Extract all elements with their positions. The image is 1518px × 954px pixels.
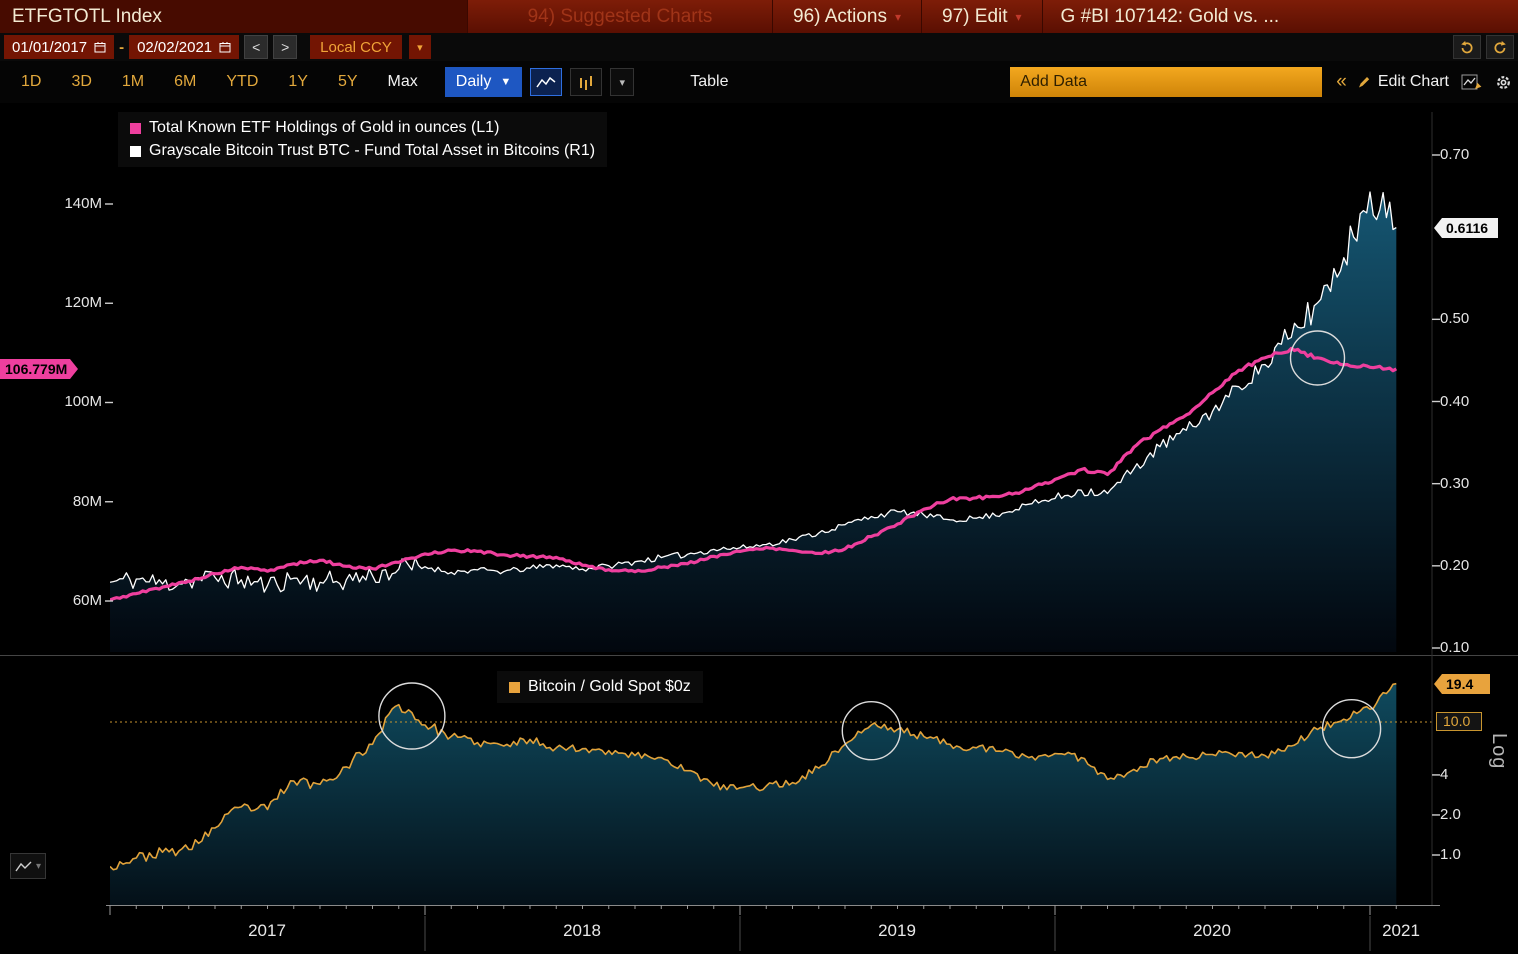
- menu-suggested-label: 94) Suggested Charts: [527, 5, 713, 27]
- next-period-button[interactable]: >: [273, 35, 298, 59]
- grayscale-btc-legend-label: Grayscale Bitcoin Trust BTC - Fund Total…: [149, 142, 596, 159]
- undo-icon[interactable]: [1453, 35, 1481, 59]
- left-axis-tick-140m: 140M: [64, 195, 102, 212]
- line-chart-icon: [536, 76, 556, 88]
- pencil-icon: [1358, 77, 1370, 88]
- right-axis-tick-070: 0.70: [1440, 146, 1470, 163]
- gold-etf-swatch: [130, 122, 141, 134]
- year-label-2021: 2021: [1382, 921, 1420, 940]
- date-bar: 01/01/2017 - 02/02/2021 < > Local CCY ▾: [0, 33, 1518, 61]
- date-range-separator: -: [119, 38, 125, 56]
- grayscale-btc-last-value-badge: 0.6116: [1434, 218, 1498, 238]
- edit-chart-label: Edit Chart: [1377, 73, 1449, 90]
- menu-actions[interactable]: 96) Actions ▾: [773, 0, 923, 33]
- chart-plot[interactable]: [0, 103, 1518, 954]
- legend-item-btc-gold-ratio[interactable]: Bitcoin / Gold Spot $0z: [509, 677, 691, 697]
- currency-dropdown-arrow[interactable]: ▾: [408, 35, 431, 59]
- period-5y[interactable]: 5Y: [337, 73, 358, 90]
- chart-region: Total Known ETF Holdings of Gold in ounc…: [0, 103, 1518, 954]
- main-legend: Total Known ETF Holdings of Gold in ounc…: [118, 112, 608, 167]
- currency-label: Local CCY: [320, 38, 392, 56]
- right-axis-tick-030: 0.30: [1440, 475, 1470, 492]
- title-bar: ETFGTOTL Index 94) Suggested Charts 96) …: [0, 0, 1518, 33]
- gold-etf-legend-label: Total Known ETF Holdings of Gold in ounc…: [149, 119, 500, 136]
- right-axis-tick-020: 0.20: [1440, 557, 1470, 574]
- start-date-value: 01/01/2017: [12, 38, 88, 56]
- period-6m[interactable]: 6M: [174, 73, 197, 90]
- table-button[interactable]: Table: [690, 73, 729, 90]
- btc-gold-ratio-swatch: [509, 681, 520, 693]
- year-label-2017: 2017: [248, 921, 286, 940]
- ticker-field[interactable]: ETFGTOTL Index: [0, 0, 468, 33]
- chart-type-dropdown[interactable]: ▾: [610, 68, 635, 96]
- menu-actions-label: 96) Actions: [793, 5, 887, 27]
- edit-chart-button[interactable]: Edit Chart: [1357, 73, 1449, 91]
- start-date-field[interactable]: 01/01/2017: [4, 35, 115, 59]
- period-1m[interactable]: 1M: [121, 73, 145, 90]
- left-axis-tick-100m: 100M: [64, 393, 102, 410]
- legend-item-gold-etf[interactable]: Total Known ETF Holdings of Gold in ounc…: [130, 118, 595, 138]
- log-scale-label: Log: [1488, 733, 1510, 770]
- right-axis-tick-040: 0.40: [1440, 393, 1470, 410]
- left-axis-tick-80m: 80M: [72, 493, 102, 510]
- right-axis-tick-010: 0.10: [1440, 639, 1470, 656]
- period-ytd[interactable]: YTD: [226, 73, 259, 90]
- mini-dropdown-arrow-icon: ▾: [35, 860, 42, 872]
- period-1d[interactable]: 1D: [21, 73, 42, 90]
- undo-arrow-glyph: [1461, 41, 1473, 54]
- chart-annotate-glyph: [1461, 74, 1482, 90]
- gear-icon[interactable]: [1495, 74, 1512, 91]
- chart-window-title: G #BI 107142: Gold vs. ...: [1043, 0, 1518, 33]
- redo-arrow-glyph: [1494, 41, 1506, 54]
- gold-etf-last-value-badge: 106.779M: [0, 359, 78, 379]
- year-label-2019: 2019: [878, 921, 916, 940]
- dropdown-arrow-icon: ▾: [895, 9, 902, 24]
- bar-chart-type-button[interactable]: [570, 68, 603, 96]
- ticker-text: ETFGTOTL Index: [12, 5, 162, 27]
- menu-edit[interactable]: 97) Edit ▾: [922, 0, 1043, 33]
- ratio-legend: Bitcoin / Gold Spot $0z: [497, 671, 703, 703]
- year-label-2020: 2020: [1193, 921, 1231, 940]
- panel-chart-type-button[interactable]: ▾: [10, 853, 46, 879]
- period-1y[interactable]: 1Y: [288, 73, 308, 90]
- calendar-icon: [94, 42, 106, 53]
- year-label-2018: 2018: [563, 921, 601, 940]
- period-max[interactable]: Max: [387, 73, 418, 90]
- ratio-axis-tick-1: 1.0: [1440, 846, 1461, 863]
- btc-gold-ratio-legend-label: Bitcoin / Gold Spot $0z: [528, 678, 691, 695]
- chart-annotate-icon[interactable]: [1461, 73, 1483, 91]
- period-3d[interactable]: 3D: [71, 73, 92, 90]
- legend-item-grayscale-btc[interactable]: Grayscale Bitcoin Trust BTC - Fund Total…: [130, 141, 595, 161]
- calendar-icon: [219, 42, 231, 53]
- frequency-value: Daily: [455, 73, 492, 90]
- left-axis-tick-120m: 120M: [64, 294, 102, 311]
- ratio-threshold-badge: 10.0: [1436, 712, 1482, 731]
- menu-suggested-charts[interactable]: 94) Suggested Charts: [468, 0, 773, 33]
- gear-glyph: [1497, 75, 1510, 89]
- frequency-dropdown[interactable]: Daily ▼: [444, 67, 523, 97]
- dropdown-arrow-icon: ▼: [500, 76, 512, 88]
- ratio-axis-tick-2: 2.0: [1440, 806, 1461, 823]
- left-axis-tick-60m: 60M: [72, 592, 102, 609]
- grayscale-btc-swatch: [130, 145, 141, 157]
- dropdown-arrow-icon: ▾: [1015, 9, 1022, 24]
- collapse-button[interactable]: «: [1336, 71, 1347, 92]
- chart-toolbar: 1D 3D 1M 6M YTD 1Y 5Y Max Daily ▼ ▾ Tabl…: [0, 61, 1518, 103]
- ratio-high-badge: 19.4: [1434, 674, 1490, 694]
- chart-window-title-text: G #BI 107142: Gold vs. ...: [1060, 5, 1280, 27]
- right-axis-tick-050: 0.50: [1440, 310, 1470, 327]
- end-date-field[interactable]: 02/02/2021: [129, 35, 240, 59]
- currency-selector[interactable]: Local CCY: [310, 35, 402, 59]
- prev-period-button[interactable]: <: [244, 35, 269, 59]
- line-chart-type-button[interactable]: [530, 68, 563, 96]
- mini-chart-icon: [15, 861, 32, 872]
- add-data-input[interactable]: Add Data: [1010, 67, 1323, 97]
- end-date-value: 02/02/2021: [137, 38, 213, 56]
- menu-edit-label: 97) Edit: [942, 5, 1008, 27]
- ratio-axis-tick-4: 4: [1440, 766, 1449, 783]
- redo-icon[interactable]: [1486, 35, 1514, 59]
- bar-chart-icon: [580, 75, 593, 90]
